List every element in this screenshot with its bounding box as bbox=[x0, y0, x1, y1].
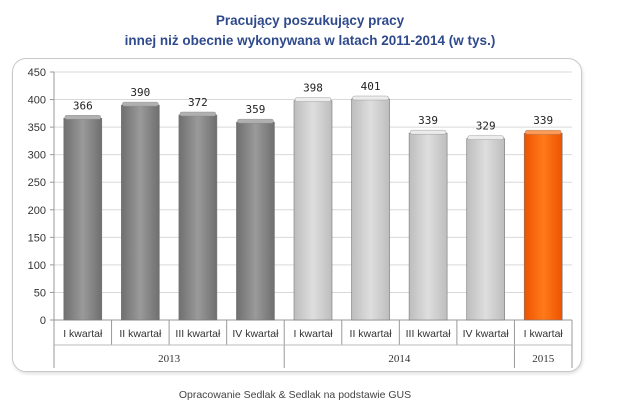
category-label: I kwartał bbox=[524, 328, 564, 340]
y-tick-label: 150 bbox=[28, 232, 46, 244]
category-label: IV kwartał bbox=[232, 328, 279, 340]
bar bbox=[351, 98, 390, 321]
category-label: III kwartał bbox=[406, 328, 452, 340]
bar bbox=[408, 132, 448, 321]
bar bbox=[121, 104, 160, 321]
data-label: 366 bbox=[73, 99, 93, 112]
data-label: 339 bbox=[533, 114, 553, 127]
y-tick-label: 400 bbox=[28, 95, 46, 107]
bar-cap bbox=[64, 115, 101, 120]
bar bbox=[63, 117, 103, 321]
category-label: II kwartał bbox=[350, 328, 393, 340]
bar-cap bbox=[122, 101, 159, 107]
bar bbox=[466, 138, 505, 321]
data-label: 329 bbox=[476, 120, 496, 133]
y-tick-label: 50 bbox=[34, 287, 46, 299]
bar bbox=[523, 132, 563, 321]
data-label: 359 bbox=[246, 103, 266, 116]
y-tick-label: 200 bbox=[28, 205, 46, 217]
year-label: 2013 bbox=[158, 353, 181, 365]
category-label: IV kwartał bbox=[463, 328, 510, 340]
y-tick-label: 0 bbox=[40, 315, 46, 327]
chart-title-line1: Pracujący poszukujący pracy bbox=[215, 13, 405, 28]
year-label: 2015 bbox=[532, 353, 555, 365]
y-tick-label: 300 bbox=[28, 150, 46, 162]
category-label: I kwartał bbox=[63, 328, 103, 340]
bar-cap bbox=[179, 111, 217, 117]
bar-cap bbox=[409, 129, 447, 135]
bar bbox=[293, 100, 333, 321]
source-note: Opracowanie Sedlak & Sedlak na podstawie… bbox=[178, 389, 412, 401]
data-label: 398 bbox=[303, 82, 323, 95]
year-label: 2014 bbox=[388, 353, 411, 365]
y-tick-label: 450 bbox=[28, 67, 46, 79]
category-label: I kwartał bbox=[293, 328, 333, 340]
chart-title-line2: innej niż obecnie wykonywana w latach 20… bbox=[124, 33, 496, 48]
bar-cap bbox=[467, 135, 504, 140]
y-tick-label: 100 bbox=[28, 260, 46, 272]
bar-cap bbox=[294, 97, 332, 102]
category-label: III kwartał bbox=[175, 328, 221, 340]
bar-cap bbox=[525, 129, 562, 135]
bar-cap bbox=[352, 95, 389, 101]
data-label: 339 bbox=[418, 114, 438, 127]
data-label: 401 bbox=[361, 80, 381, 93]
bar-cap bbox=[237, 118, 274, 124]
category-label: II kwartał bbox=[119, 328, 162, 340]
y-tick-label: 350 bbox=[28, 122, 46, 134]
bar bbox=[178, 114, 218, 321]
data-label: 372 bbox=[188, 96, 208, 109]
y-tick-label: 250 bbox=[28, 177, 46, 189]
bar bbox=[236, 121, 275, 321]
data-label: 390 bbox=[130, 86, 150, 99]
